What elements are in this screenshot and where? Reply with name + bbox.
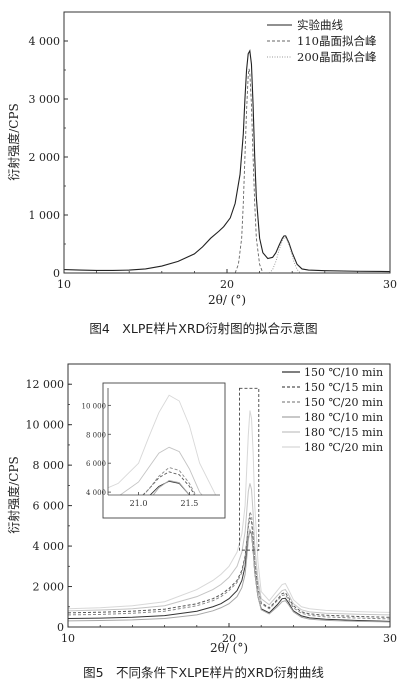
y-tick-label: 12 000 — [26, 378, 65, 391]
zoom-region-box — [239, 387, 260, 551]
figure4-series-line-1 — [63, 49, 391, 273]
y-tick-label: 2 000 — [29, 151, 61, 164]
inset-x-tick-label: 21.5 — [181, 499, 199, 508]
y-tick-label: 0 — [53, 267, 60, 280]
y-tick-label: 8 000 — [33, 459, 65, 472]
inset-y-tick-label: 6 000 — [86, 460, 106, 468]
y-tick-label: 2 000 — [33, 581, 65, 594]
legend-label: 200晶面拟合峰 — [297, 50, 377, 64]
y-tick-label: 6 000 — [33, 500, 65, 513]
legend-label: 150 ℃/15 min — [304, 381, 383, 394]
figure5-series-line-1 — [67, 529, 391, 622]
inset-y-tick-label: 4 000 — [86, 489, 106, 497]
x-tick-label: 10 — [57, 278, 71, 291]
x-tick-label: 20 — [220, 278, 234, 291]
figure5-series-line-6 — [67, 410, 391, 613]
inset-y-tick-label: 10 000 — [82, 402, 107, 410]
y-tick-label: 10 000 — [26, 419, 65, 432]
y-tick-label: 1 000 — [29, 209, 61, 222]
figure5-series-line-5 — [67, 483, 391, 616]
figure5-series-line-3 — [67, 509, 391, 620]
x-tick-label: 10 — [61, 632, 75, 645]
inset-series-line-6 — [108, 394, 217, 495]
figure5-series-line-2 — [67, 515, 391, 618]
figure4-xlabel: 2θ/ (°) — [208, 293, 246, 307]
y-tick-label: 4 000 — [33, 540, 65, 553]
x-tick-label: 30 — [383, 632, 397, 645]
legend-label: 180 ℃/20 min — [304, 441, 383, 454]
x-tick-label: 30 — [383, 278, 397, 291]
y-tick-label: 4 000 — [29, 35, 61, 48]
legend-label: 110晶面拟合峰 — [297, 34, 377, 48]
figure4-series-line-2 — [234, 68, 264, 274]
figure5-inset: 4 000 6 000 8 000 10 000 21.0 21.5 — [82, 382, 226, 519]
figure5-xlabel: 2θ/ (°) — [210, 641, 248, 655]
figure4-chart: 10 20 30 0 1 000 2 000 3 000 4 000 2θ/ (°) 衍射强度… — [6, 11, 397, 307]
legend-label: 150 ℃/10 min — [304, 366, 383, 379]
figure5-ylabel: 衍射强度/CPS — [6, 456, 21, 534]
figure5-legend: 150 ℃/10 min 150 ℃/15 min 150 ℃/20 min 180 … — [282, 366, 383, 454]
figure4-legend: 实验曲线 110晶面拟合峰 200晶面拟合峰 — [267, 18, 377, 64]
figure4-ylabel: 衍射强度/CPS — [6, 103, 21, 181]
legend-label: 180 ℃/15 min — [304, 426, 383, 439]
figure5-caption: 图5 不同条件下XLPE样片的XRD衍射曲线 — [83, 665, 324, 680]
figure4-series-line-3 — [269, 236, 301, 274]
inset-y-tick-label: 8 000 — [86, 431, 106, 439]
y-tick-label: 3 000 — [29, 93, 61, 106]
x-tick-label: 20 — [222, 632, 236, 645]
inset-series-line-5 — [119, 446, 203, 495]
y-tick-label: 0 — [57, 621, 64, 634]
figure4-caption: 图4 XLPE样片XRD衍射图的拟合示意图 — [89, 321, 318, 336]
figure5-series-line-4 — [67, 528, 391, 623]
legend-label: 150 ℃/20 min — [304, 396, 383, 409]
legend-label: 180 ℃/10 min — [304, 411, 383, 424]
inset-series-line-4 — [152, 480, 190, 495]
inset-x-tick-label: 21.0 — [130, 499, 148, 508]
legend-label: 实验曲线 — [297, 18, 343, 32]
